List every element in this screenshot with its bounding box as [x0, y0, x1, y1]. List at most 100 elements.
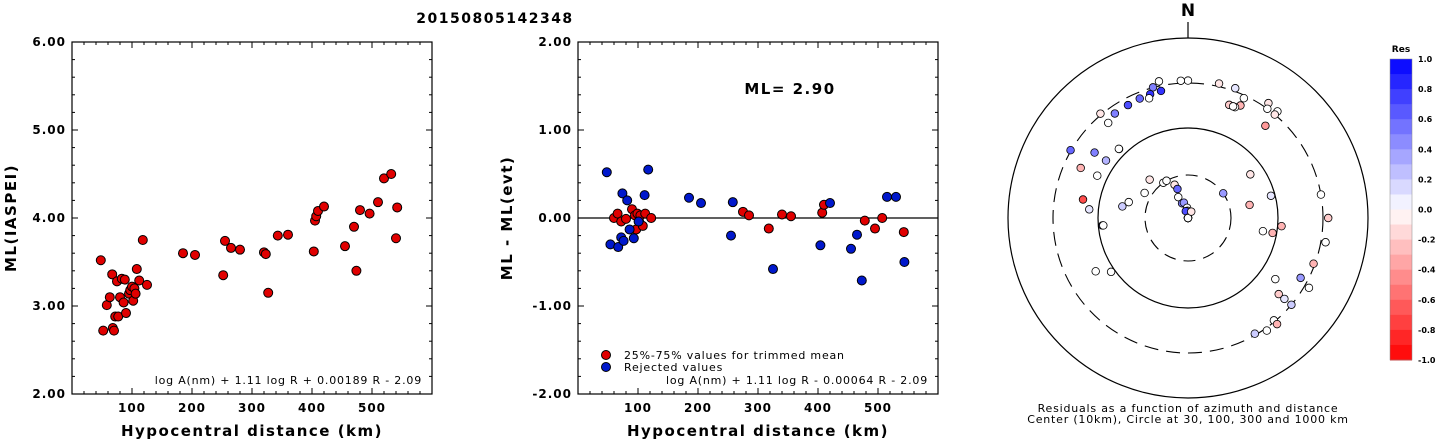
ml-data-point [319, 201, 329, 212]
event-id-title: 20150805142348 [416, 11, 573, 27]
rejected-point [891, 191, 901, 202]
north-label: N [1181, 1, 1195, 21]
colorbar-frame [1389, 58, 1413, 361]
y-tick-label: -2.00 [532, 387, 572, 401]
trimmed-point [646, 213, 657, 223]
plot1-formula: log A(nm) + 1.11 log R + 0.00189 R - 2.0… [155, 374, 422, 387]
y-tick-label: 6.00 [32, 35, 66, 49]
colorbar-swatch [1390, 89, 1412, 105]
ml-data-point [109, 325, 119, 336]
rejected-point [846, 243, 856, 254]
trimmed-point [621, 213, 631, 224]
legend-trimmed-label: 25%-75% values for trimmed mean [624, 349, 845, 362]
colorbar-swatch [1390, 344, 1412, 361]
station-residual-point [1266, 191, 1276, 200]
colorbar-tick-label: 0.6 [1418, 115, 1433, 124]
colorbar-tick-label: 0.0 [1418, 206, 1433, 215]
ml-data-point [218, 270, 229, 281]
x-tick-label: 100 [624, 401, 652, 415]
azimuth-title: Residuals as a function of azimuth and d… [1038, 402, 1339, 415]
y-tick-label: 5.00 [32, 123, 66, 137]
station-residual-point [1262, 326, 1272, 335]
ml-data-point [121, 308, 131, 319]
rejected-point [825, 198, 835, 209]
ml-vs-distance-plot: 100 200 300 400 500 2.00 3.00 4.00 5.00 6.00 log … [2, 35, 433, 440]
station-residual-point [1228, 102, 1238, 111]
x-tick-label: 300 [238, 401, 266, 415]
colorbar-swatch [1390, 239, 1412, 256]
colorbar-swatch [1390, 74, 1412, 90]
rejected-point [624, 224, 635, 235]
azimuth-residual-plot: N Residuals as a function of azimuth and… [1007, 1, 1436, 426]
ml-data-point [95, 255, 106, 266]
trimmed-point [877, 213, 888, 223]
rejected-point [882, 191, 892, 202]
station-residual-point [1324, 213, 1333, 223]
station-residual-point [1268, 228, 1277, 238]
colorbar-swatch [1390, 194, 1412, 210]
ring-100km [1097, 127, 1279, 309]
rejected-point [633, 216, 644, 227]
ml-data-point [373, 197, 383, 208]
x-tick-label: 100 [118, 401, 146, 415]
ml-data-point [220, 235, 230, 246]
station-residual-point [1187, 207, 1196, 216]
rejected-point [899, 257, 910, 267]
ml-data-point [118, 297, 129, 308]
ml-data-point [119, 274, 130, 285]
station-residual-point [1219, 189, 1228, 198]
station-residual-point [1140, 188, 1149, 198]
ml-data-point [98, 325, 109, 336]
rejected-point [815, 240, 826, 251]
station-residual-point [1101, 156, 1111, 165]
ml-data-point [272, 230, 283, 241]
colorbar-swatch [1390, 164, 1412, 180]
colorbar-swatch [1390, 299, 1412, 316]
station-residual-point [1280, 294, 1289, 304]
colorbar-swatch [1390, 254, 1412, 271]
plot2-y-axis-label: ML - ML(evt) [498, 156, 516, 280]
station-residual-point [1173, 184, 1182, 194]
station-residual-point [1144, 94, 1154, 103]
rejected-point [768, 264, 778, 275]
rejected-point [601, 167, 612, 178]
colorbar-swatch [1390, 149, 1412, 165]
station-residual-point [1316, 190, 1326, 199]
colorbar-title: Res [1392, 45, 1410, 55]
station-residual-point [1261, 121, 1270, 130]
station-residual-point [1099, 221, 1108, 230]
x-tick-label: 500 [864, 401, 892, 415]
station-residual-point [1183, 76, 1193, 85]
station-residual-point [1263, 104, 1272, 113]
ml-data-point [392, 202, 403, 213]
station-residual-point [1270, 110, 1279, 119]
station-residual-point [1106, 267, 1116, 277]
station-residual-point [1272, 319, 1282, 329]
station-residual-point [1258, 227, 1268, 236]
rejected-point [618, 235, 629, 246]
colorbar-swatch [1390, 269, 1412, 286]
colorbar-tick-label: 0.8 [1418, 85, 1433, 94]
station-residual-point [1118, 202, 1127, 211]
station-residual-point [1304, 283, 1314, 293]
station-residual-point [1214, 79, 1224, 88]
station-residual-point [1123, 100, 1133, 110]
station-residual-point [1176, 76, 1186, 85]
ml-data-point [260, 249, 271, 260]
plot2-formula: log A(nm) + 1.11 log R - 0.00064 R - 2.0… [666, 374, 928, 387]
colorbar-tick-label: -0.6 [1418, 296, 1436, 305]
colorbar-swatch [1390, 104, 1412, 120]
y-tick-label: 3.00 [32, 299, 66, 313]
plot2-x-axis-label: Hypocentral distance (km) [627, 422, 889, 440]
station-residual-point [1135, 94, 1144, 103]
rejected-point [684, 192, 694, 203]
trimmed-point [777, 209, 787, 220]
station-residual-point [1156, 86, 1166, 96]
ml-value-label: ML= 2.90 [744, 80, 835, 98]
station-residual-point [1085, 205, 1094, 214]
rejected-point [613, 242, 624, 253]
colorbar-tick-label: 1.0 [1418, 55, 1433, 64]
rejected-point [727, 197, 738, 208]
station-residual-point [1078, 195, 1088, 204]
ml-data-point [355, 205, 365, 216]
